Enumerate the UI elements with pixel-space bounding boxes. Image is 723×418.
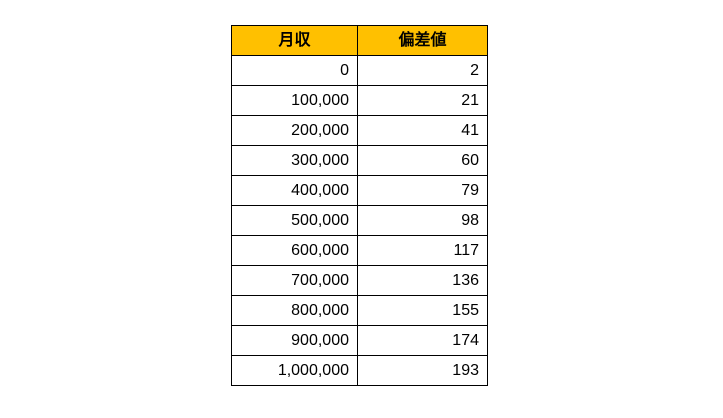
cell-income: 800,000 xyxy=(231,295,358,326)
table-row: 600,000 117 xyxy=(231,235,488,266)
cell-deviation: 193 xyxy=(357,355,488,386)
cell-deviation: 174 xyxy=(357,325,488,356)
table-row: 500,000 98 xyxy=(231,205,488,236)
cell-income: 500,000 xyxy=(231,205,358,236)
cell-income: 900,000 xyxy=(231,325,358,356)
header-row: 月収 偏差値 xyxy=(231,25,488,56)
cell-deviation: 155 xyxy=(357,295,488,326)
cell-income: 1,000,000 xyxy=(231,355,358,386)
table-row: 300,000 60 xyxy=(231,145,488,176)
column-header-deviation: 偏差値 xyxy=(357,25,488,56)
cell-income: 100,000 xyxy=(231,85,358,116)
table-row: 0 2 xyxy=(231,55,488,86)
cell-income: 300,000 xyxy=(231,145,358,176)
cell-deviation: 41 xyxy=(357,115,488,146)
cell-income: 600,000 xyxy=(231,235,358,266)
cell-deviation: 2 xyxy=(357,55,488,86)
column-header-income: 月収 xyxy=(231,25,358,56)
cell-deviation: 21 xyxy=(357,85,488,116)
table-row: 1,000,000 193 xyxy=(231,355,488,386)
cell-deviation: 79 xyxy=(357,175,488,206)
table-row: 800,000 155 xyxy=(231,295,488,326)
cell-income: 200,000 xyxy=(231,115,358,146)
income-deviation-table: 月収 偏差値 0 2 100,000 21 200,000 41 300,000… xyxy=(231,25,488,386)
cell-deviation: 98 xyxy=(357,205,488,236)
cell-deviation: 60 xyxy=(357,145,488,176)
table-row: 200,000 41 xyxy=(231,115,488,146)
table-row: 400,000 79 xyxy=(231,175,488,206)
cell-deviation: 117 xyxy=(357,235,488,266)
cell-income: 700,000 xyxy=(231,265,358,296)
table-row: 700,000 136 xyxy=(231,265,488,296)
table-row: 100,000 21 xyxy=(231,85,488,116)
cell-income: 400,000 xyxy=(231,175,358,206)
cell-deviation: 136 xyxy=(357,265,488,296)
cell-income: 0 xyxy=(231,55,358,86)
table-row: 900,000 174 xyxy=(231,325,488,356)
